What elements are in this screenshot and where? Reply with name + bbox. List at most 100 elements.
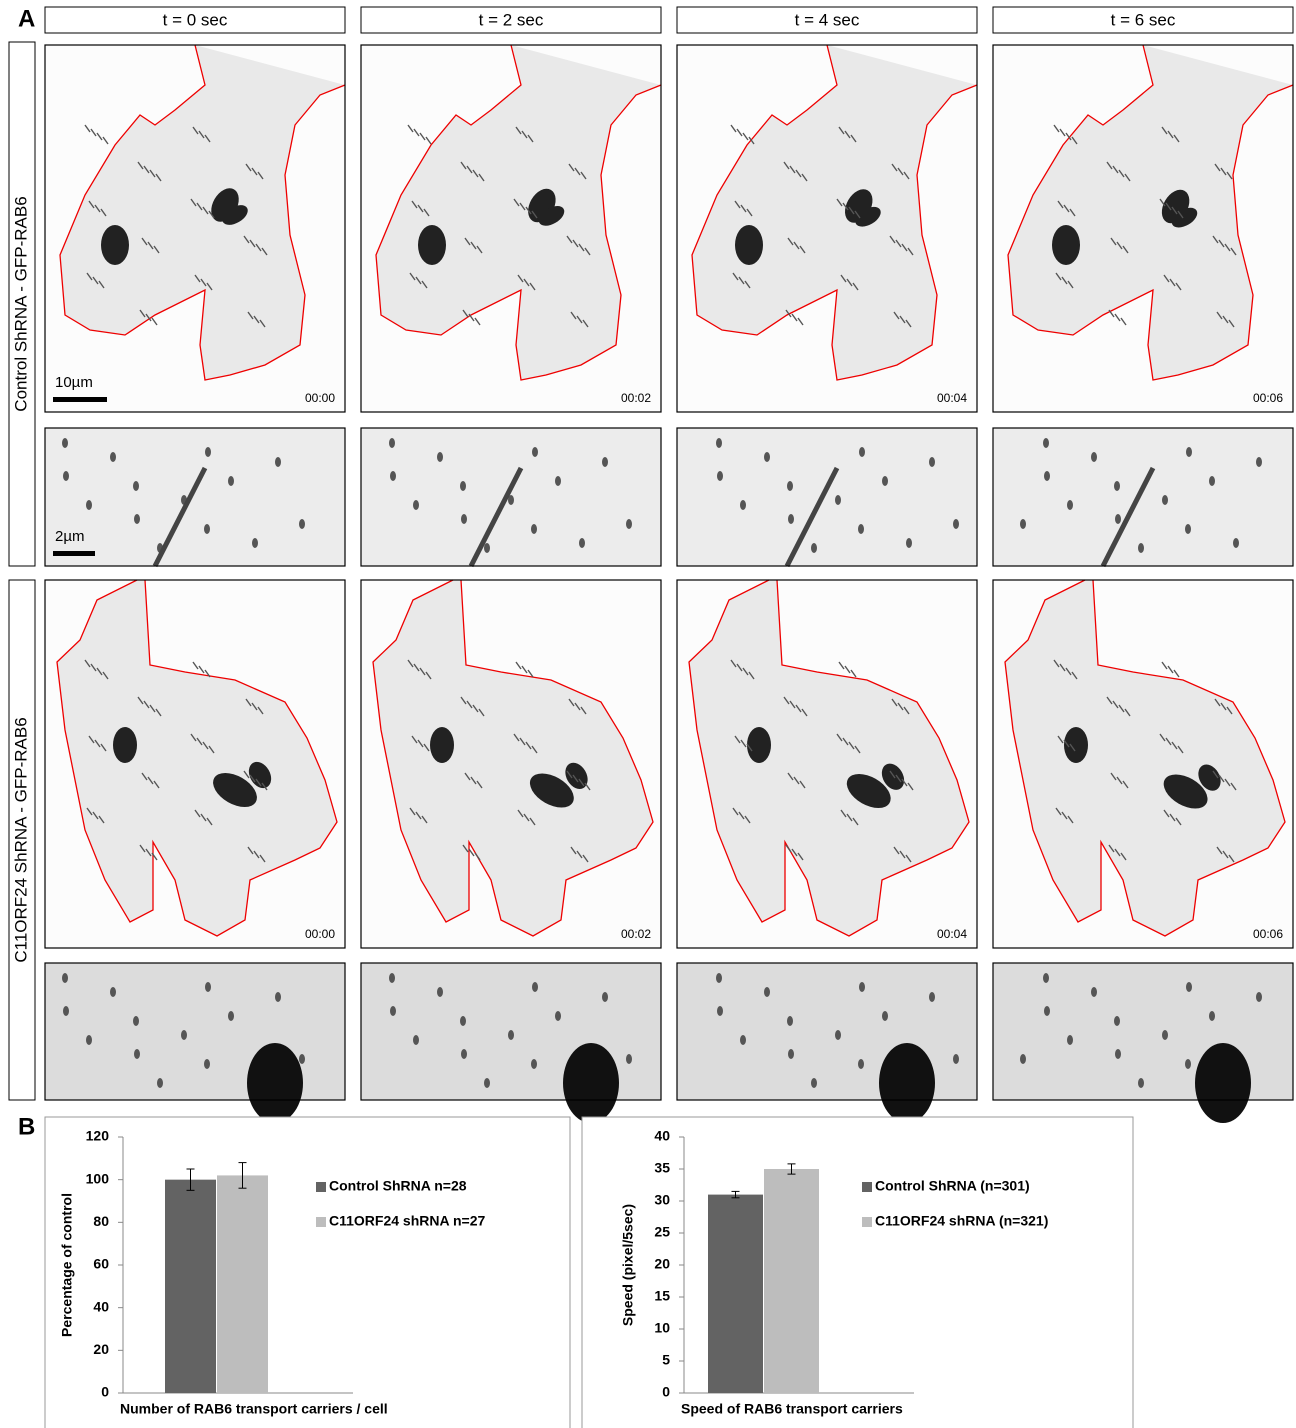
carrier bbox=[1063, 739, 1070, 748]
carrier bbox=[1163, 809, 1170, 818]
carrier bbox=[787, 772, 794, 781]
carrier bbox=[740, 1035, 746, 1045]
carrier bbox=[198, 130, 205, 139]
carrier bbox=[570, 311, 577, 320]
carrier bbox=[850, 669, 857, 678]
carrier bbox=[1044, 1006, 1050, 1016]
micrograph bbox=[676, 427, 978, 568]
carrier bbox=[145, 313, 152, 322]
carrier bbox=[572, 239, 579, 248]
carrier bbox=[157, 1078, 163, 1088]
carrier bbox=[799, 245, 806, 254]
carrier bbox=[579, 538, 585, 548]
carrier bbox=[204, 134, 211, 143]
legend-swatch bbox=[316, 1217, 326, 1227]
image-frame bbox=[360, 44, 662, 413]
golgi bbox=[1198, 764, 1221, 791]
carrier bbox=[746, 208, 753, 217]
carrier bbox=[882, 1011, 888, 1021]
carrier bbox=[531, 1059, 537, 1069]
golgi bbox=[538, 206, 565, 226]
carrier bbox=[255, 778, 262, 787]
micrograph bbox=[44, 962, 346, 1123]
legend-label: C11ORF24 shRNA n=27 bbox=[329, 1213, 485, 1229]
carrier bbox=[252, 538, 258, 548]
carrier bbox=[566, 770, 573, 779]
carrier bbox=[1162, 1030, 1168, 1040]
carrier bbox=[409, 807, 416, 816]
carrier bbox=[858, 1059, 864, 1069]
carrier bbox=[1020, 519, 1026, 529]
carrier bbox=[1114, 313, 1121, 322]
carrier bbox=[521, 130, 528, 139]
carrier bbox=[389, 438, 395, 448]
carrier bbox=[570, 846, 577, 855]
carrier bbox=[1053, 659, 1060, 668]
filament bbox=[1100, 466, 1156, 568]
carrier bbox=[1114, 481, 1120, 491]
carrier bbox=[62, 438, 68, 448]
carrier bbox=[811, 543, 817, 553]
carrier bbox=[1171, 206, 1178, 215]
image-frame bbox=[676, 579, 978, 949]
carrier bbox=[901, 778, 908, 787]
carrier bbox=[133, 481, 139, 491]
carrier bbox=[413, 663, 420, 672]
carrier bbox=[409, 272, 416, 281]
carrier bbox=[576, 315, 583, 324]
carrier bbox=[1116, 241, 1123, 250]
column-header: t = 2 sec bbox=[479, 10, 544, 29]
carrier bbox=[1165, 737, 1172, 746]
timestamp: 00:02 bbox=[621, 391, 651, 405]
carrier bbox=[1108, 844, 1115, 853]
image-frame bbox=[992, 427, 1294, 567]
carrier bbox=[1114, 848, 1121, 857]
carrier bbox=[740, 500, 746, 510]
carrier bbox=[740, 739, 747, 748]
carrier bbox=[1218, 774, 1225, 783]
carrier bbox=[1167, 130, 1174, 139]
carrier bbox=[1220, 167, 1227, 176]
carrier bbox=[1212, 235, 1219, 244]
carrier bbox=[134, 1049, 140, 1059]
carrier bbox=[1120, 852, 1127, 861]
carrier bbox=[275, 992, 281, 1002]
carrier bbox=[574, 702, 581, 711]
carrier bbox=[1165, 202, 1172, 211]
carrier bbox=[147, 241, 154, 250]
golgi bbox=[747, 727, 771, 763]
image-background bbox=[993, 428, 1293, 566]
column-header-box bbox=[992, 6, 1294, 34]
carrier bbox=[261, 247, 268, 256]
carrier bbox=[889, 770, 896, 779]
row-label: C11ORF24 ShRNA - GFP-RAB6 bbox=[11, 717, 30, 962]
bar bbox=[708, 1194, 763, 1393]
golgi bbox=[1163, 774, 1208, 809]
carrier bbox=[1230, 247, 1237, 256]
carrier bbox=[848, 206, 855, 215]
carrier bbox=[846, 278, 853, 287]
carrier bbox=[1043, 973, 1049, 983]
carrier bbox=[531, 524, 537, 534]
timestamp: 00:06 bbox=[1253, 391, 1283, 405]
carrier bbox=[419, 132, 426, 141]
carrier bbox=[527, 134, 534, 143]
carrier bbox=[1115, 1049, 1121, 1059]
carrier bbox=[249, 774, 256, 783]
carrier bbox=[478, 708, 485, 717]
carrier bbox=[1122, 780, 1129, 789]
carrier bbox=[476, 245, 483, 254]
carrier bbox=[1067, 815, 1074, 824]
carrier bbox=[748, 671, 755, 680]
carrier bbox=[783, 696, 790, 705]
carrier bbox=[1177, 745, 1184, 754]
bar bbox=[165, 1179, 216, 1393]
carrier bbox=[905, 319, 912, 328]
micrograph: 00:06 bbox=[992, 44, 1294, 413]
golgi bbox=[222, 205, 248, 225]
carrier bbox=[464, 772, 471, 781]
row-label: Control ShRNA - GFP-RAB6 bbox=[11, 196, 30, 411]
carrier bbox=[133, 1016, 139, 1026]
carrier bbox=[578, 778, 585, 787]
carrier bbox=[257, 706, 264, 715]
